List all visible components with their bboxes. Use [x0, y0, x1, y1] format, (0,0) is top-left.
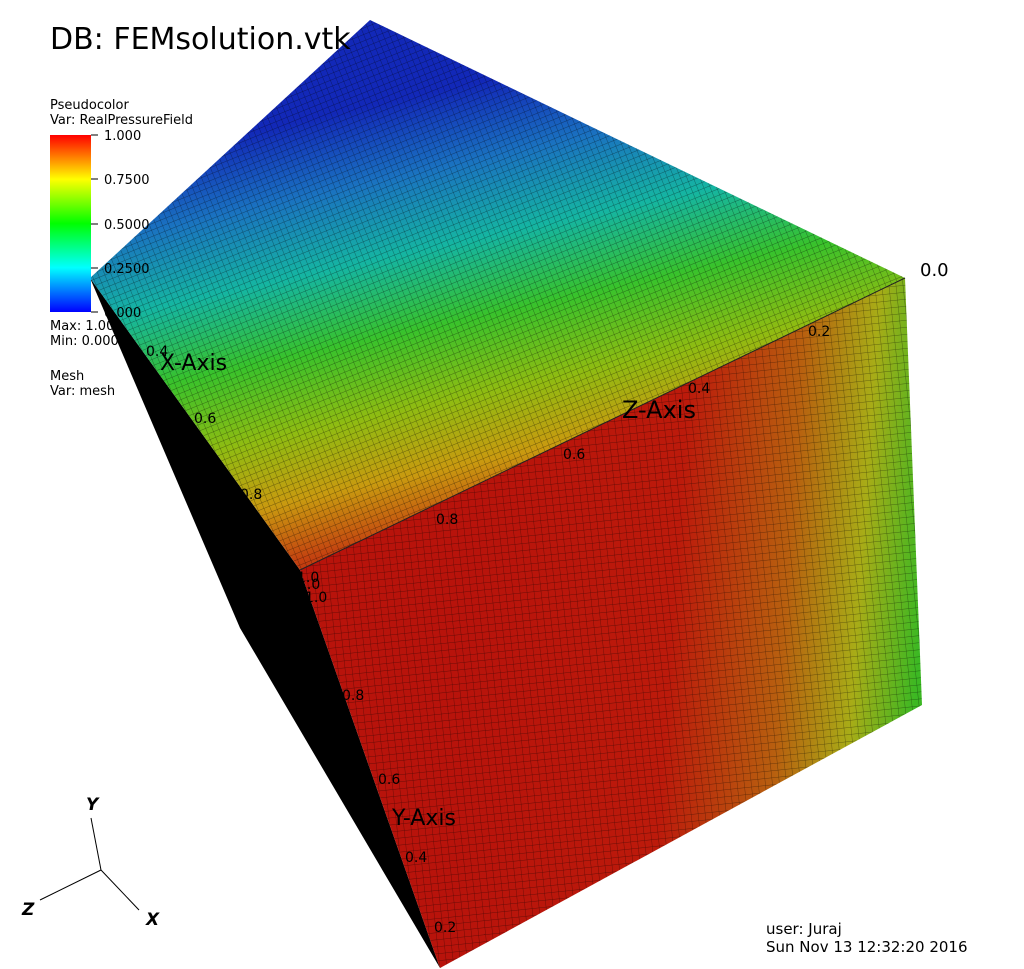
cube-top-grid	[90, 20, 905, 570]
z-tick: 0.2	[808, 324, 830, 340]
database-title: DB: FEMsolution.vtk	[50, 22, 351, 57]
z-tick: 0.0	[920, 260, 949, 281]
triad-y-line	[90, 817, 102, 871]
legend-tick-label: 0.2500	[104, 262, 150, 277]
user-info: user: Juraj	[766, 920, 842, 938]
legend-tick-label: 0.000	[104, 306, 141, 321]
legend-tick-label: 0.5000	[104, 218, 150, 233]
legend-tick-label: 1.000	[104, 129, 141, 144]
x-tick: 0.4	[146, 344, 168, 360]
y-axis-title: Y-Axis	[391, 806, 456, 831]
y-tick: 1.0	[298, 577, 320, 593]
z-tick: 1.0	[305, 590, 327, 606]
triad-y-label: Y	[86, 795, 100, 815]
z-axis-title: Z-Axis	[622, 396, 696, 424]
cube-edge	[299, 277, 906, 571]
legend-max: Max: 1.000	[50, 319, 123, 334]
cube-front-grid	[300, 278, 922, 968]
triad-x-line	[100, 869, 140, 911]
x-axis-title: X-Axis	[160, 351, 227, 376]
legend-min: Min: 0.000	[50, 334, 119, 349]
legend-tick-label: 0.7500	[104, 173, 150, 188]
y-tick: 0.6	[378, 772, 400, 788]
triad-z-line	[39, 869, 102, 901]
y-tick: 0.8	[342, 688, 364, 704]
timestamp: Sun Nov 13 12:32:20 2016	[766, 938, 968, 956]
legend-variable: Var: RealPressureField	[50, 113, 194, 128]
legend-color-bar	[50, 135, 91, 312]
triad-z-label: Z	[21, 900, 35, 920]
x-tick: 1.0	[297, 570, 319, 586]
mesh-plot-name: Mesh	[50, 369, 85, 384]
legend-plot-name: Pseudocolor	[50, 98, 129, 113]
triad-x-label: X	[145, 910, 160, 930]
cube-left-face	[90, 278, 440, 968]
y-tick: 0.4	[405, 850, 427, 866]
x-tick: 0.6	[194, 411, 216, 427]
z-tick: 0.6	[563, 447, 585, 463]
mesh-variable: Var: mesh	[50, 384, 116, 399]
z-tick: 0.8	[436, 512, 458, 528]
y-tick: 0.2	[434, 920, 456, 936]
axis-triad: Y X Z	[21, 795, 160, 930]
color-legend: 1.000 0.7500 0.5000 0.2500 0.000	[50, 129, 150, 321]
x-tick: 0.8	[240, 487, 262, 503]
z-tick: 0.4	[688, 381, 710, 397]
